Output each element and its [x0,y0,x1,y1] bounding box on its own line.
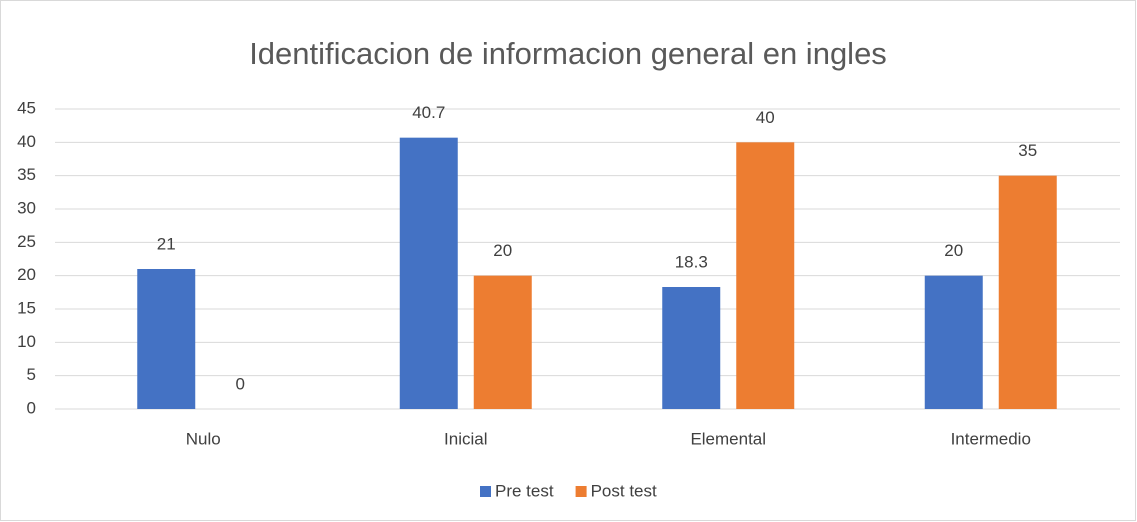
data-label: 40 [756,108,775,127]
y-tick-label: 30 [17,198,36,217]
data-label: 0 [236,374,245,393]
y-tick-label: 45 [17,98,36,117]
bar [924,275,983,409]
y-tick-label: 35 [17,165,36,184]
data-label: 21 [157,234,176,253]
y-tick-label: 40 [17,132,36,151]
chart-title: Identificacion de informacion general en… [249,36,887,71]
y-tick-label: 0 [27,398,36,417]
y-tick-label: 15 [17,298,36,317]
legend-swatch [575,486,587,497]
bar [998,175,1057,409]
data-label: 40.7 [412,103,445,122]
x-tick-label: Elemental [690,429,766,448]
bar [473,275,532,409]
bar [137,269,196,409]
y-tick-label: 10 [17,332,36,351]
x-tick-label: Inicial [444,429,487,448]
data-label: 20 [944,241,963,260]
data-label: 18.3 [675,252,708,271]
legend-label: Post test [591,481,657,500]
y-tick-label: 20 [17,265,36,284]
y-tick-label: 5 [27,365,36,384]
legend-label: Pre test [495,481,554,500]
y-tick-label: 25 [17,232,36,251]
data-label: 35 [1018,141,1037,160]
data-label: 20 [493,241,512,260]
legend-swatch [480,486,491,497]
x-tick-label: Nulo [186,429,221,448]
bar [399,137,458,409]
x-tick-label: Intermedio [951,429,1031,448]
bar [736,142,795,410]
bar [662,287,721,409]
